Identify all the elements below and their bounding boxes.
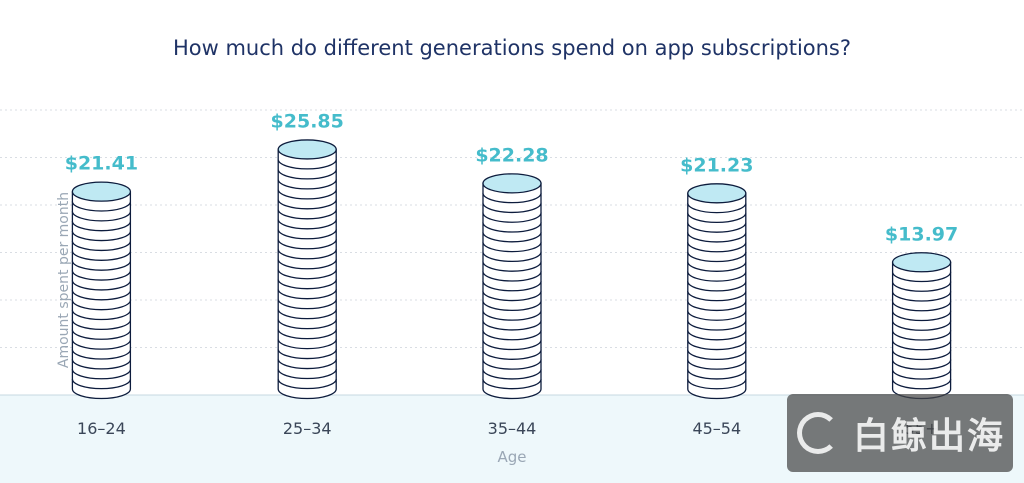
x-tick-label: 35–44: [488, 419, 537, 438]
bar: [891, 252, 952, 400]
chart-title: How much do different generations spend …: [172, 36, 852, 60]
x-tick-label: 45–54: [692, 419, 741, 438]
x-axis-label: Age: [497, 448, 527, 466]
data-label: $21.23: [680, 154, 753, 176]
data-label: $25.85: [271, 110, 344, 132]
bar: [482, 173, 542, 400]
x-tick-label: 16–24: [77, 419, 126, 438]
bar: [277, 139, 337, 400]
data-label: $22.28: [475, 144, 548, 166]
x-tick-label: 25–34: [283, 419, 332, 438]
data-label: $13.97: [885, 223, 958, 245]
watermark: 白鲸出海: [787, 394, 1013, 472]
data-label: $21.41: [65, 153, 138, 175]
bar: [687, 183, 747, 400]
y-axis-label: Amount spent per month: [56, 191, 72, 369]
watermark-text: 白鲸出海: [853, 416, 1006, 457]
whale-logo-icon: [797, 412, 839, 454]
bar: [71, 181, 132, 400]
